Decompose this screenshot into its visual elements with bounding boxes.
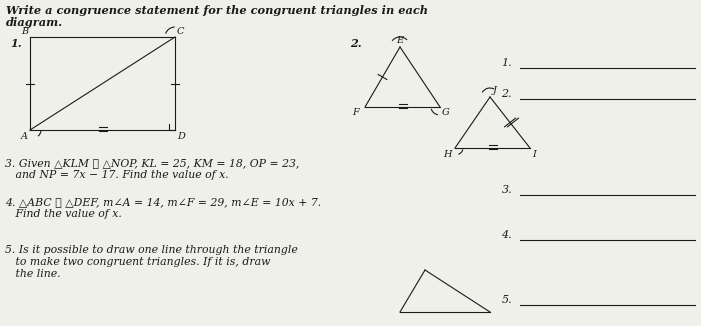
Text: B: B (21, 27, 28, 36)
Text: D: D (177, 132, 185, 141)
Text: 1.: 1. (10, 38, 22, 49)
Text: 4.: 4. (501, 230, 512, 240)
Text: I: I (532, 150, 536, 159)
Text: diagram.: diagram. (6, 17, 63, 28)
Text: H: H (444, 150, 452, 159)
Text: Find the value of x.: Find the value of x. (5, 209, 122, 219)
Text: E: E (397, 36, 404, 45)
Text: A: A (21, 132, 28, 141)
Text: C: C (177, 27, 184, 36)
Text: G: G (442, 108, 450, 117)
Text: 4. △ABC ≅ △DEF, m∠A = 14, m∠F = 29, m∠E = 10x + 7.: 4. △ABC ≅ △DEF, m∠A = 14, m∠F = 29, m∠E … (5, 197, 321, 207)
Text: F: F (352, 108, 359, 117)
Text: 5. Is it possible to draw one line through the triangle: 5. Is it possible to draw one line throu… (5, 245, 298, 255)
Text: the line.: the line. (5, 269, 60, 279)
Text: 2.: 2. (501, 89, 512, 99)
Text: 5.: 5. (501, 295, 512, 305)
Text: 3.: 3. (501, 185, 512, 195)
Text: and NP = 7x − 17. Find the value of x.: and NP = 7x − 17. Find the value of x. (5, 170, 229, 180)
Text: to make two congruent triangles. If it is, draw: to make two congruent triangles. If it i… (5, 257, 271, 267)
Text: Write a congruence statement for the congruent triangles in each: Write a congruence statement for the con… (6, 5, 428, 16)
Text: J: J (493, 86, 497, 95)
Text: 1.: 1. (501, 58, 512, 68)
Text: 2.: 2. (350, 38, 362, 49)
Text: 3. Given △KLM ≅ △NOP, KL = 25, KM = 18, OP = 23,: 3. Given △KLM ≅ △NOP, KL = 25, KM = 18, … (5, 158, 299, 168)
